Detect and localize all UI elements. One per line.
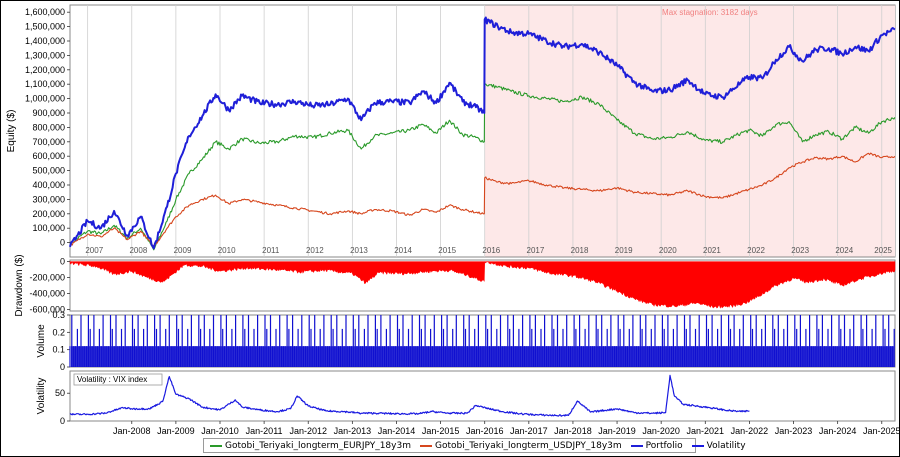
equity-ytick-label: 1,300,000 (25, 50, 65, 60)
equity-ytick-label: 100,000 (32, 223, 65, 233)
year-label: 2011 (262, 246, 280, 255)
equity-ytick-label: 1,000,000 (25, 94, 65, 104)
legend-item-volatility: Volatility (691, 440, 746, 451)
time-axis-label: Jan-2011 (246, 426, 283, 436)
legend-item-usdjpy: Gotobi_Teriyaki_longterm_USDJPY_18y3m (419, 440, 622, 451)
volatility-legend-label: Volatility : VIX index (77, 375, 147, 384)
time-axis-label: Jan-2022 (731, 426, 769, 436)
equity-ytick-label: 800,000 (32, 122, 65, 132)
equity-ytick-label: 300,000 (32, 194, 65, 204)
year-label: 2019 (615, 246, 633, 255)
time-axis-label: Jan-2019 (598, 426, 636, 436)
year-label: 2016 (482, 246, 500, 255)
legend-label-usdjpy: Gotobi_Teriyaki_longterm_USDJPY_18y3m (434, 440, 622, 451)
legend-item-eurjpy: Gotobi_Teriyaki_longterm_EURJPY_18y3m (210, 441, 411, 451)
volume-ytick-label: 0.1 (52, 345, 65, 355)
equity-axis-label: Equity ($) (6, 110, 17, 153)
equity-ytick-label: 400,000 (32, 180, 65, 190)
time-axis-label: Jan-2009 (157, 426, 195, 436)
year-label: 2015 (438, 246, 456, 255)
year-label: 2014 (394, 246, 412, 255)
equity-ytick-label: 1,200,000 (25, 65, 65, 75)
equity-ytick-label: 1,400,000 (25, 36, 65, 46)
year-label: 2018 (571, 246, 589, 255)
panel-volatility (69, 370, 896, 422)
year-label: 2010 (218, 246, 236, 255)
time-axis-label: Jan-2016 (466, 426, 504, 436)
legend-swatch-eurjpy (210, 444, 222, 447)
legend-swatch-usdjpy (419, 444, 432, 447)
volume-axis-label: Volume (36, 324, 47, 358)
volume-ytick-label: 0.3 (52, 310, 65, 320)
legend-swatch-volatility (691, 444, 704, 447)
equity-ytick-label: 0 (60, 238, 65, 248)
time-axis-label: Jan-2024 (819, 426, 857, 436)
volatility-ytick-label: 0 (60, 416, 65, 426)
legend: Gotobi_Teriyaki_longterm_EURJPY_18y3m Go… (203, 438, 746, 453)
legend-item-portfolio: Portfolio (630, 440, 683, 451)
time-axis-label: Jan-2018 (554, 426, 592, 436)
equity-ytick-label: 1,100,000 (25, 79, 65, 89)
equity-ytick-label: 500,000 (32, 166, 65, 176)
drawdown-ytick-label: -600,000 (29, 304, 65, 314)
equity-ytick-label: 700,000 (32, 137, 65, 147)
time-axis-label: Jan-2017 (510, 426, 548, 436)
drawdown-area (69, 260, 896, 309)
year-label: 2007 (85, 246, 103, 255)
stagnation-annotation: Max stagnation: 3182 days (662, 8, 758, 17)
drawdown-ytick-label: -200,000 (29, 273, 65, 283)
volatility-legend-box (73, 373, 163, 386)
year-label: 2020 (659, 246, 677, 255)
year-label: 2017 (527, 246, 545, 255)
drawdown-ytick-label: -400,000 (29, 288, 65, 298)
year-label: 2012 (306, 246, 324, 255)
equity-ytick-label: 600,000 (32, 151, 65, 161)
volatility-axis-label: Volatility (36, 378, 47, 415)
time-axis-label: Jan-2025 (863, 426, 900, 436)
volume-ytick-label: 0 (60, 362, 65, 372)
series-portfolio-line (69, 16, 896, 250)
year-label: 2008 (129, 246, 147, 255)
time-axis-label: Jan-2014 (378, 426, 416, 436)
equity-ytick-label: 1,600,000 (25, 7, 65, 17)
drawdown-ytick-label: 0 (60, 257, 65, 267)
legend-swatch-portfolio (630, 444, 643, 447)
time-axis-label: Jan-2020 (642, 426, 680, 436)
series-volatility-line (69, 374, 750, 417)
time-axis-label: Jan-2008 (113, 426, 151, 436)
year-label: 2021 (703, 246, 721, 255)
year-label: 2013 (350, 246, 368, 255)
time-axis-label: Jan-2021 (687, 426, 725, 436)
volume-ytick-label: 0.2 (52, 327, 65, 337)
series-usdjpy-line (69, 152, 896, 248)
time-axis-label: Jan-2015 (422, 426, 460, 436)
series-eurjpy-line (69, 83, 896, 251)
equity-ytick-label: 900,000 (32, 108, 65, 118)
time-axis-label: Jan-2012 (289, 426, 327, 436)
year-label: 2024 (835, 246, 853, 255)
legend-label-eurjpy: Gotobi_Teriyaki_longterm_EURJPY_18y3m (225, 440, 411, 451)
time-axis-label: Jan-2013 (334, 426, 372, 436)
year-label: 2025 (874, 246, 892, 255)
legend-label-portfolio: Portfolio (645, 440, 683, 451)
equity-ytick-label: 200,000 (32, 209, 65, 219)
drawdown-axis-label: Drawdown ($) (14, 254, 25, 316)
volatility-ytick-label: 50 (55, 388, 65, 398)
volume-base-band (71, 346, 894, 367)
equity-ytick-label: 1,500,000 (25, 22, 65, 32)
time-axis-label: Jan-2010 (201, 426, 239, 436)
year-label: 2023 (791, 246, 809, 255)
time-axis-label: Jan-2023 (775, 426, 813, 436)
year-label: 2022 (747, 246, 765, 255)
year-label: 2009 (174, 246, 192, 255)
legend-label-volatility: Volatility (706, 440, 746, 451)
